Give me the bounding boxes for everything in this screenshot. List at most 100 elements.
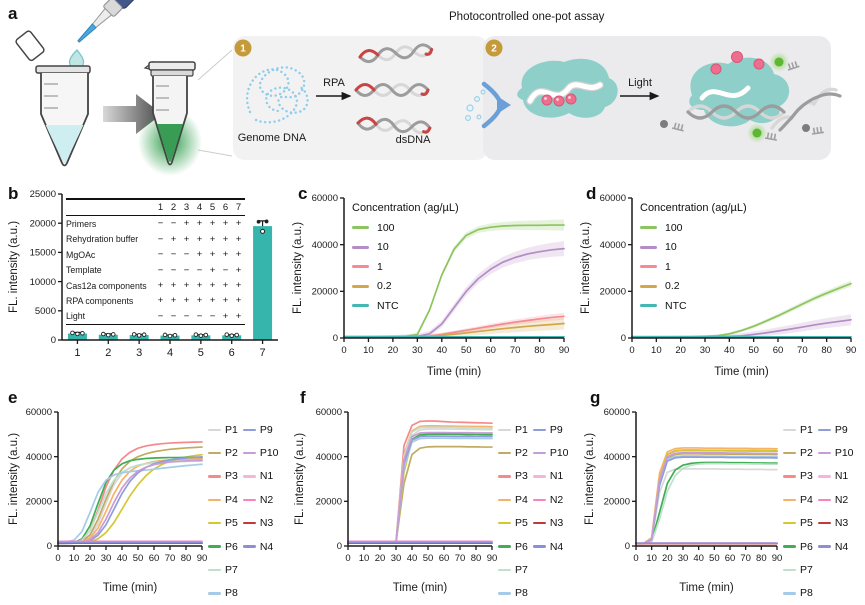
series-line-P9	[347, 435, 493, 544]
legend-item-P8: P8	[208, 582, 238, 605]
replicate-dot	[198, 333, 204, 338]
y-tick-label: 20000	[26, 497, 52, 508]
condition-row: Template − − − − + − +	[66, 263, 245, 278]
x-tick-label: 50	[423, 553, 434, 564]
legend-swatch-N4	[817, 545, 831, 548]
series-line-P5	[347, 432, 493, 544]
legend-item-P6: P6	[783, 535, 813, 558]
legend-label-P9: P9	[259, 423, 273, 436]
condition-flag: +	[235, 249, 242, 261]
x-axis-label: Time (min)	[103, 582, 158, 594]
y-tick-label: 40000	[604, 452, 630, 463]
line-chart-c: 0 20000 40000 60000 FL. intensity (a.u.) 0 10 2…	[292, 193, 569, 378]
legend-label-P8: P8	[225, 587, 238, 600]
x-category-label: 4	[167, 347, 173, 359]
legend-item-P9: P9	[817, 418, 854, 441]
condition-flag: +	[222, 310, 229, 322]
condition-flag: −	[183, 249, 190, 261]
legend-swatch-NTC	[352, 304, 369, 308]
y-tick-label: 40000	[600, 240, 626, 251]
pipette-icon	[77, 0, 147, 43]
legend-item-P3: P3	[783, 465, 813, 488]
x-tick-label: 80	[756, 553, 767, 564]
condition-flag: +	[235, 310, 242, 322]
dsdna-label: dsDNA	[395, 134, 431, 146]
legend-label-10: 10	[377, 241, 389, 254]
legend-label-P1: P1	[515, 423, 528, 436]
x-tick-label: 40	[724, 345, 735, 356]
series-line-P7	[57, 460, 203, 545]
legend: P1 P2 P3 P4 P5 P6 P7 P8 P9 P10 N1 N2 N3 N4	[498, 418, 569, 605]
x-tick-label: 30	[101, 553, 112, 564]
error-band-10	[344, 241, 564, 338]
assay-title: Photocontrolled one-pot assay	[449, 11, 605, 23]
legend-item-N1: N1	[532, 465, 569, 488]
y-tick-label: 0	[337, 541, 342, 552]
reaction-arrow-icon	[465, 81, 511, 129]
legend-item-N2: N2	[817, 488, 854, 511]
x-tick-label: 90	[846, 345, 857, 356]
x-category-label: 6	[229, 347, 235, 359]
y-tick-label: 15000	[30, 248, 56, 259]
x-axis-label: Time (min)	[393, 582, 448, 594]
y-axis-label: FL. intensity (a.u.)	[294, 433, 306, 525]
x-tick-label: 60	[485, 345, 496, 356]
legend-item-1: 1	[640, 257, 747, 277]
legend-label-100: 100	[377, 221, 395, 234]
condition-flag: +	[170, 295, 177, 307]
series-line-P2	[347, 445, 493, 544]
legend-swatch-N2	[532, 498, 546, 502]
line-chart-g: 0 20000 40000 60000 FL. intensity (a.u.) 0 10 2…	[584, 407, 782, 594]
replicate-dot	[172, 333, 178, 338]
legend-item-P3: P3	[208, 465, 238, 488]
legend-label-N2: N2	[834, 493, 849, 506]
legend-item-1: 1	[352, 257, 459, 277]
legend-swatch-0.2	[352, 284, 369, 288]
legend-label-P4: P4	[515, 493, 528, 506]
series-line-P10	[635, 451, 778, 545]
condition-table: 1 2 3 4 5 6 7 Primers − − + + + + + Rehydration buffer −…	[66, 198, 245, 326]
condition-flag: −	[157, 218, 164, 230]
legend-swatch-N4	[242, 545, 256, 548]
x-tick-label: 90	[197, 553, 208, 564]
legend-label-P10: P10	[834, 447, 854, 460]
x-tick-label: 30	[391, 553, 402, 564]
legend-label-P8: P8	[800, 587, 813, 600]
legend-item-N3: N3	[532, 512, 569, 535]
x-tick-label: 10	[651, 345, 662, 356]
panel-label-e: e	[8, 388, 18, 407]
condition-column-4: 4	[196, 201, 203, 213]
condition-flag: −	[222, 264, 229, 276]
legend-item-N1: N1	[817, 465, 854, 488]
legend-item-P1: P1	[208, 418, 238, 441]
replicate-dot	[229, 333, 234, 338]
y-tick-label: 60000	[600, 193, 626, 204]
condition-flag: +	[209, 233, 216, 245]
x-tick-label: 60	[725, 553, 736, 564]
x-category-label: 7	[260, 347, 266, 359]
legend-swatch-0.2	[640, 284, 657, 288]
condition-flag: +	[235, 218, 242, 230]
y-tick-label: 20000	[316, 497, 342, 508]
legend-label-0.2: 0.2	[665, 280, 680, 293]
condition-column-3: 3	[183, 201, 190, 213]
replicate-dot	[80, 330, 85, 336]
series-line-P9	[57, 456, 203, 545]
y-axis-label: FL. intensity (a.u.)	[8, 433, 20, 525]
replicate-dot	[203, 332, 209, 338]
legend-swatch-P1	[783, 428, 796, 431]
y-tick-label: 20000	[30, 218, 56, 229]
replicate-dot	[264, 219, 269, 224]
legend-swatch-N1	[242, 475, 256, 478]
legend-label-P2: P2	[515, 447, 528, 460]
legend-item-P10: P10	[817, 441, 854, 464]
condition-flag: +	[222, 249, 229, 261]
step1-badge	[234, 39, 252, 57]
series-line-P8	[57, 463, 203, 543]
legend-item-P4: P4	[783, 488, 813, 511]
legend-label-P3: P3	[800, 470, 813, 483]
x-tick-label: 40	[693, 553, 704, 564]
x-tick-label: 0	[341, 345, 346, 356]
x-category-label: 5	[198, 347, 204, 359]
y-tick-label: 20000	[600, 287, 626, 298]
